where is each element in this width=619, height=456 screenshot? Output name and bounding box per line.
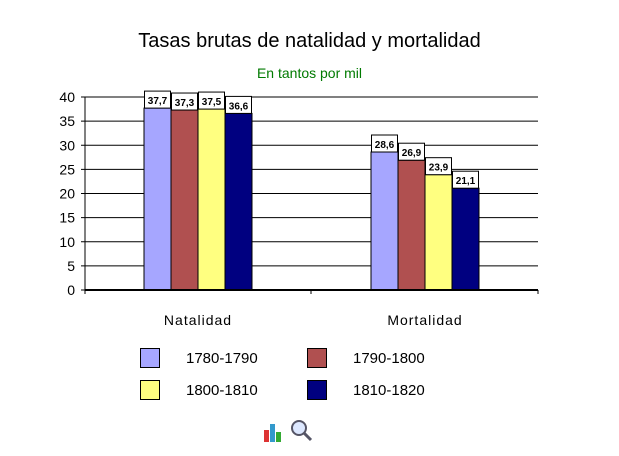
x-tick-label: Natalidad <box>164 312 232 328</box>
legend-label: 1810-1820 <box>353 381 425 399</box>
y-tick-label: 5 <box>67 258 75 274</box>
data-label: 23,9 <box>429 163 449 174</box>
data-label-box <box>452 170 479 189</box>
y-tick-label: 20 <box>59 186 75 202</box>
y-tick-label: 0 <box>67 282 75 298</box>
chart-zoom-icon[interactable] <box>262 418 320 444</box>
legend-swatch <box>307 380 327 400</box>
bar <box>197 108 226 291</box>
data-label: 37,7 <box>148 96 168 107</box>
data-label: 21,1 <box>456 176 476 187</box>
data-label-box <box>225 95 252 114</box>
bar <box>451 187 480 291</box>
y-tick-label: 30 <box>59 137 75 153</box>
data-label-box <box>198 91 225 110</box>
data-label-box <box>371 134 398 153</box>
chart-subtitle: En tantos por mil <box>256 65 363 81</box>
data-label: 37,5 <box>202 97 222 108</box>
legend-item-1810-1820: 1810-1820 <box>307 380 425 400</box>
legend-item-1800-1810: 1800-1810 <box>140 380 258 400</box>
bar <box>143 107 172 291</box>
data-label-box <box>398 142 425 161</box>
y-tick-label: 15 <box>59 210 75 226</box>
y-tick-label: 25 <box>59 161 75 177</box>
legend-label: 1800-1810 <box>186 381 258 399</box>
y-tick-label: 10 <box>59 234 75 250</box>
legend-item-1780-1790: 1780-1790 <box>140 348 258 368</box>
data-label-box <box>425 157 452 176</box>
legend-label: 1780-1790 <box>186 349 258 367</box>
chart-magnifier-icon <box>264 420 313 442</box>
legend-swatch <box>140 380 160 400</box>
x-tick-label: Mortalidad <box>387 312 462 328</box>
bar <box>370 151 399 291</box>
legend-item-1790-1800: 1790-1800 <box>307 348 425 368</box>
data-label: 36,6 <box>229 101 249 112</box>
bar <box>397 159 426 291</box>
chart-title: Tasas brutas de natalidad y mortalidad <box>138 30 481 52</box>
bar <box>424 174 453 291</box>
bar <box>170 109 199 291</box>
y-tick-label: 40 <box>59 89 75 105</box>
bar <box>224 112 253 291</box>
y-tick-label: 35 <box>59 113 75 129</box>
data-label: 26,9 <box>402 148 422 159</box>
data-label-box <box>171 92 198 111</box>
legend-label: 1790-1800 <box>353 349 425 367</box>
data-label: 28,6 <box>375 140 395 151</box>
data-label-box <box>144 90 171 109</box>
data-label: 37,3 <box>175 98 195 109</box>
legend-swatch <box>307 348 327 368</box>
legend-swatch <box>140 348 160 368</box>
